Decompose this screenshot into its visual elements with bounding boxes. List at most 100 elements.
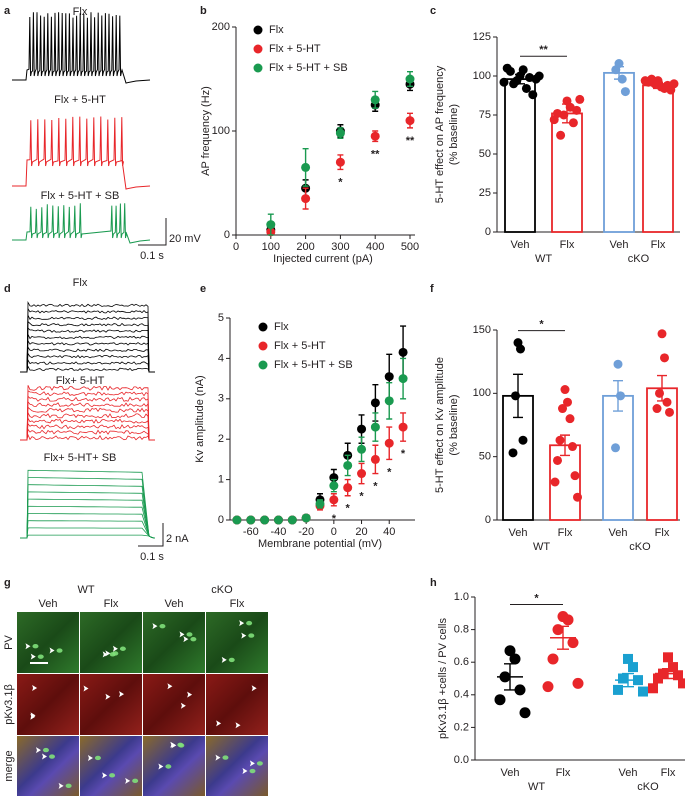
error-bar bbox=[513, 373, 523, 419]
cell bbox=[42, 747, 49, 753]
data-point bbox=[663, 652, 673, 663]
x-tick-label: Veh bbox=[501, 767, 520, 779]
x-tick-label: 0 bbox=[331, 526, 337, 538]
data-point bbox=[494, 694, 506, 706]
current-trace bbox=[20, 422, 155, 441]
arrowhead bbox=[87, 754, 93, 761]
y-tick-label: 200 bbox=[212, 21, 230, 33]
current-trace bbox=[20, 534, 156, 539]
y-axis-label: Kv amplitude (nA) bbox=[194, 375, 206, 462]
arrowhead bbox=[235, 722, 241, 729]
data-point bbox=[260, 515, 270, 525]
y-tick-label: 100 bbox=[473, 70, 491, 82]
significance-label: * bbox=[373, 480, 378, 492]
data-point bbox=[521, 83, 531, 93]
data-point bbox=[519, 707, 531, 719]
data-point bbox=[570, 471, 580, 481]
arrowhead bbox=[125, 777, 131, 784]
cell bbox=[132, 778, 139, 784]
data-point bbox=[357, 424, 367, 434]
current-trace bbox=[20, 416, 155, 441]
y-tick-label: 0.0 bbox=[454, 754, 469, 766]
significance-label: * bbox=[539, 319, 544, 331]
data-point bbox=[499, 77, 509, 87]
cell bbox=[165, 764, 172, 769]
legend-marker bbox=[258, 322, 268, 332]
panel-letter: a bbox=[4, 5, 11, 17]
significance-label: ** bbox=[406, 135, 415, 147]
scale-bar-label: 20 mV bbox=[169, 233, 201, 245]
data-point bbox=[550, 477, 560, 487]
cell bbox=[94, 755, 101, 761]
y-tick-label: 0.2 bbox=[454, 721, 469, 733]
arrowhead bbox=[170, 741, 176, 748]
group-label: cKO bbox=[637, 781, 659, 793]
arrowhead bbox=[239, 620, 245, 627]
data-point bbox=[618, 673, 628, 684]
significance-label: * bbox=[346, 503, 351, 515]
cell bbox=[228, 657, 235, 663]
data-point bbox=[613, 359, 623, 369]
arrowhead bbox=[49, 647, 55, 654]
data-point bbox=[558, 404, 567, 414]
x-tick-label: 200 bbox=[296, 241, 314, 253]
group-label: cKO bbox=[629, 541, 651, 553]
data-point bbox=[652, 404, 662, 414]
x-axis-label: Injected current (pA) bbox=[273, 253, 373, 265]
cell bbox=[119, 646, 126, 651]
column-label: Veh bbox=[39, 598, 58, 610]
x-tick-label: Veh bbox=[619, 767, 638, 779]
scale-bar-label: 2 nA bbox=[166, 533, 189, 545]
voltage-trace bbox=[12, 12, 151, 84]
bar bbox=[602, 394, 634, 521]
data-point bbox=[528, 90, 538, 100]
current-trace bbox=[20, 307, 155, 373]
cell bbox=[48, 754, 55, 759]
data-point bbox=[662, 397, 672, 407]
cell bbox=[177, 742, 184, 747]
data-point bbox=[343, 483, 353, 493]
arrowhead bbox=[119, 691, 125, 698]
y-axis-label: 5-HT effect on AP frequency bbox=[434, 65, 446, 203]
data-point bbox=[232, 515, 242, 525]
data-point bbox=[657, 329, 667, 339]
legend-label: Flx bbox=[269, 24, 284, 36]
x-tick-label: 500 bbox=[401, 241, 419, 253]
data-point bbox=[370, 398, 380, 408]
scale-bar-label: 0.1 s bbox=[140, 551, 164, 563]
trace-label: Flx + 5-HT bbox=[54, 94, 106, 106]
data-point bbox=[549, 115, 559, 125]
data-point bbox=[555, 435, 565, 445]
arrowhead bbox=[249, 760, 255, 767]
error-bar bbox=[657, 374, 667, 402]
significance-label: ** bbox=[539, 44, 548, 56]
data-point bbox=[534, 71, 544, 81]
legend-marker bbox=[253, 25, 263, 35]
panel-letter: d bbox=[4, 283, 11, 295]
data-point bbox=[638, 686, 648, 697]
panel-letter: e bbox=[200, 283, 206, 295]
y-tick-label: 50 bbox=[479, 451, 491, 463]
arrowhead bbox=[180, 702, 186, 709]
group-label: cKO bbox=[628, 253, 650, 265]
arrowhead bbox=[221, 656, 227, 663]
data-point bbox=[572, 105, 582, 115]
panel-letter: f bbox=[430, 283, 434, 295]
y-tick-label: 0.8 bbox=[454, 624, 469, 636]
data-point bbox=[563, 397, 572, 407]
arrowhead bbox=[32, 685, 38, 692]
y-tick-label: 1 bbox=[218, 474, 224, 486]
current-trace bbox=[20, 498, 156, 539]
data-point bbox=[665, 407, 674, 417]
micrograph-image bbox=[80, 674, 142, 735]
data-point bbox=[575, 94, 585, 104]
x-tick-label: Veh bbox=[511, 239, 530, 251]
cell bbox=[248, 633, 255, 638]
data-point bbox=[623, 653, 633, 664]
current-trace bbox=[20, 428, 155, 441]
data-point bbox=[611, 65, 621, 75]
data-point bbox=[509, 653, 521, 665]
error-bar bbox=[653, 81, 663, 90]
y-axis-label: AP frequency (Hz) bbox=[200, 86, 212, 176]
x-tick-label: Flx bbox=[651, 239, 666, 251]
